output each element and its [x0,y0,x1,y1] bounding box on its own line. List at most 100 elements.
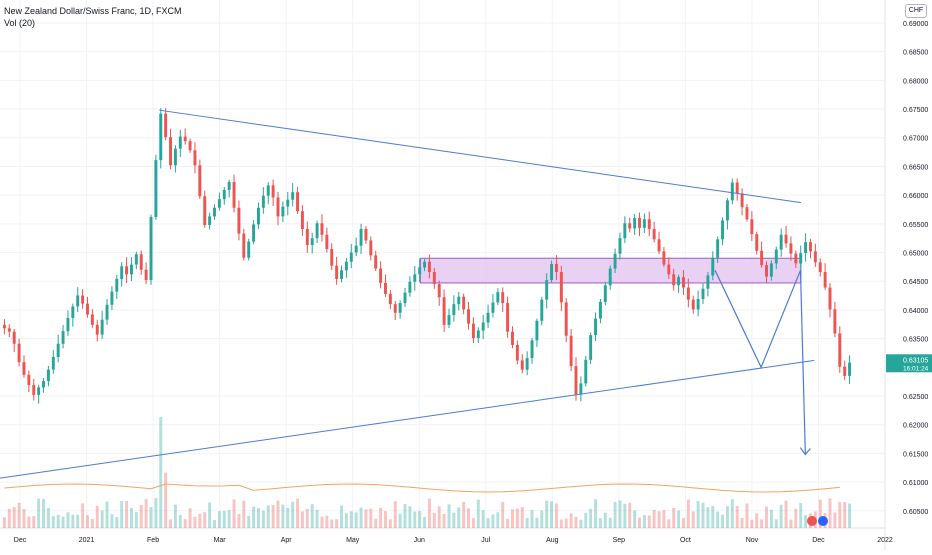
volume-bar [90,518,94,528]
trendline-upper [159,109,801,204]
volume-bar [574,516,578,528]
volume-bar [296,498,300,528]
candle-body [217,199,221,208]
y-tick-label: 0.69000 [903,21,928,28]
volume-bar [765,506,768,528]
volume-bar [188,508,192,528]
volume-bar [550,501,554,528]
candle-body [27,374,31,386]
candle-body [61,331,65,344]
volume-bar [198,513,202,528]
volume-bar [349,511,353,528]
candle-body [276,197,280,217]
x-tick-label: Nov [746,537,759,544]
candle-body [476,330,480,339]
volume-bar [276,500,280,528]
candle-body [388,293,392,305]
volume-bar [515,508,519,528]
x-tick-label: Aug [546,537,559,544]
x-tick-label: May [346,537,360,544]
candle-body [735,182,739,194]
candle-body [349,252,353,262]
candle-body [398,303,402,313]
candle-body [481,322,485,331]
volume-bar [848,503,852,528]
candle-body [760,250,764,266]
volume-bar [799,503,803,528]
volume-bar [843,502,847,528]
volume-bar [227,510,231,528]
volume-bar [335,519,339,528]
volume-bar [115,517,119,528]
candle-body [379,268,383,283]
volume-bar [423,517,427,528]
volume-bar [667,519,671,528]
volume-bar [618,500,622,528]
volume-bar [340,505,343,528]
volume-bar [81,503,85,528]
volume-bar [413,511,417,528]
volume-bar [442,513,446,528]
candle-body [721,220,725,240]
volume-bar [51,516,55,528]
volume-bar [554,503,558,528]
candle-body [740,193,744,208]
candle-body [730,182,734,201]
volume-bar [833,512,837,528]
volume-bar [730,499,734,528]
candle-body [799,253,803,264]
candle-body [296,192,300,212]
volume-bar [701,502,705,528]
volume-bar [110,514,114,528]
volume-bar [125,501,129,528]
candle-body [647,219,651,229]
candle-body [178,136,182,149]
volume-bar [540,510,544,528]
volume-bar [173,504,177,528]
candle-body [427,261,431,273]
volume-bar [603,512,607,528]
candle-body [628,223,632,229]
candle-body [208,216,212,225]
candle-body [843,366,847,376]
trendline-lower [0,359,815,479]
candle-body [134,254,138,265]
news-icon [818,516,828,526]
candle-body [809,242,812,252]
candle-body [794,253,798,264]
candle-body [384,282,387,294]
volume-bar [305,508,309,528]
candle-body [408,281,412,293]
volume-bar [193,516,197,528]
candle-body [340,270,343,279]
candle-body [22,362,26,375]
x-tick-label: Jun [414,537,425,544]
volume-bar [7,508,11,528]
candle-body [848,362,852,376]
last-price-tag [886,354,932,373]
candle-body [784,234,788,244]
volume-bar [476,499,480,528]
candle-body [344,261,348,271]
volume-bar [584,512,588,528]
candle-body [300,211,304,229]
volume-bar [677,510,681,528]
candle-body [86,303,89,315]
volume-bar [261,510,265,528]
volume-bar [721,514,725,528]
candle-body [613,253,617,269]
volume-bar [291,501,295,528]
candle-body [486,312,490,323]
volume-bar [359,507,363,528]
volume-bar [511,509,514,528]
currency-badge[interactable]: CHF [905,4,927,18]
candle-body [42,381,45,388]
volume-bar [784,500,788,528]
candle-body [594,318,597,336]
candle-body [222,189,226,200]
volume-bar [755,513,759,528]
candle-body [774,249,778,264]
candle-body [46,369,50,382]
